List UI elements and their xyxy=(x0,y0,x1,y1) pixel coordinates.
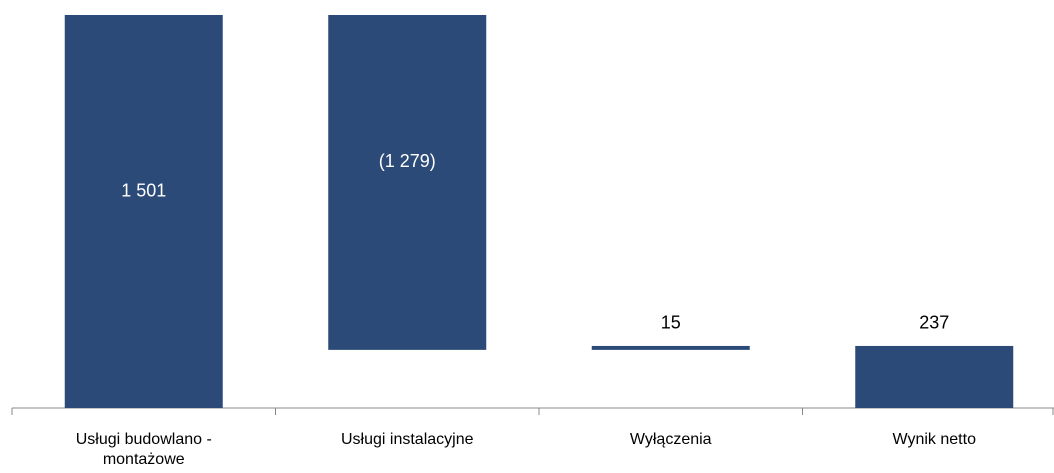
value-label: 15 xyxy=(661,313,681,333)
x-tick-label: Usługi budowlano - montażowe xyxy=(75,431,212,468)
x-tick-label: Wynik netto xyxy=(892,431,976,448)
value-label: 1 501 xyxy=(121,180,166,200)
bar xyxy=(328,15,487,350)
bar xyxy=(591,345,750,350)
bar xyxy=(855,345,1014,408)
value-label: (1 279) xyxy=(379,151,436,171)
x-tick-label: Wyłączenia xyxy=(629,431,712,448)
x-tick-label: Usługi instalacyjne xyxy=(340,431,474,448)
bar xyxy=(64,15,223,408)
value-label: 237 xyxy=(919,313,949,333)
